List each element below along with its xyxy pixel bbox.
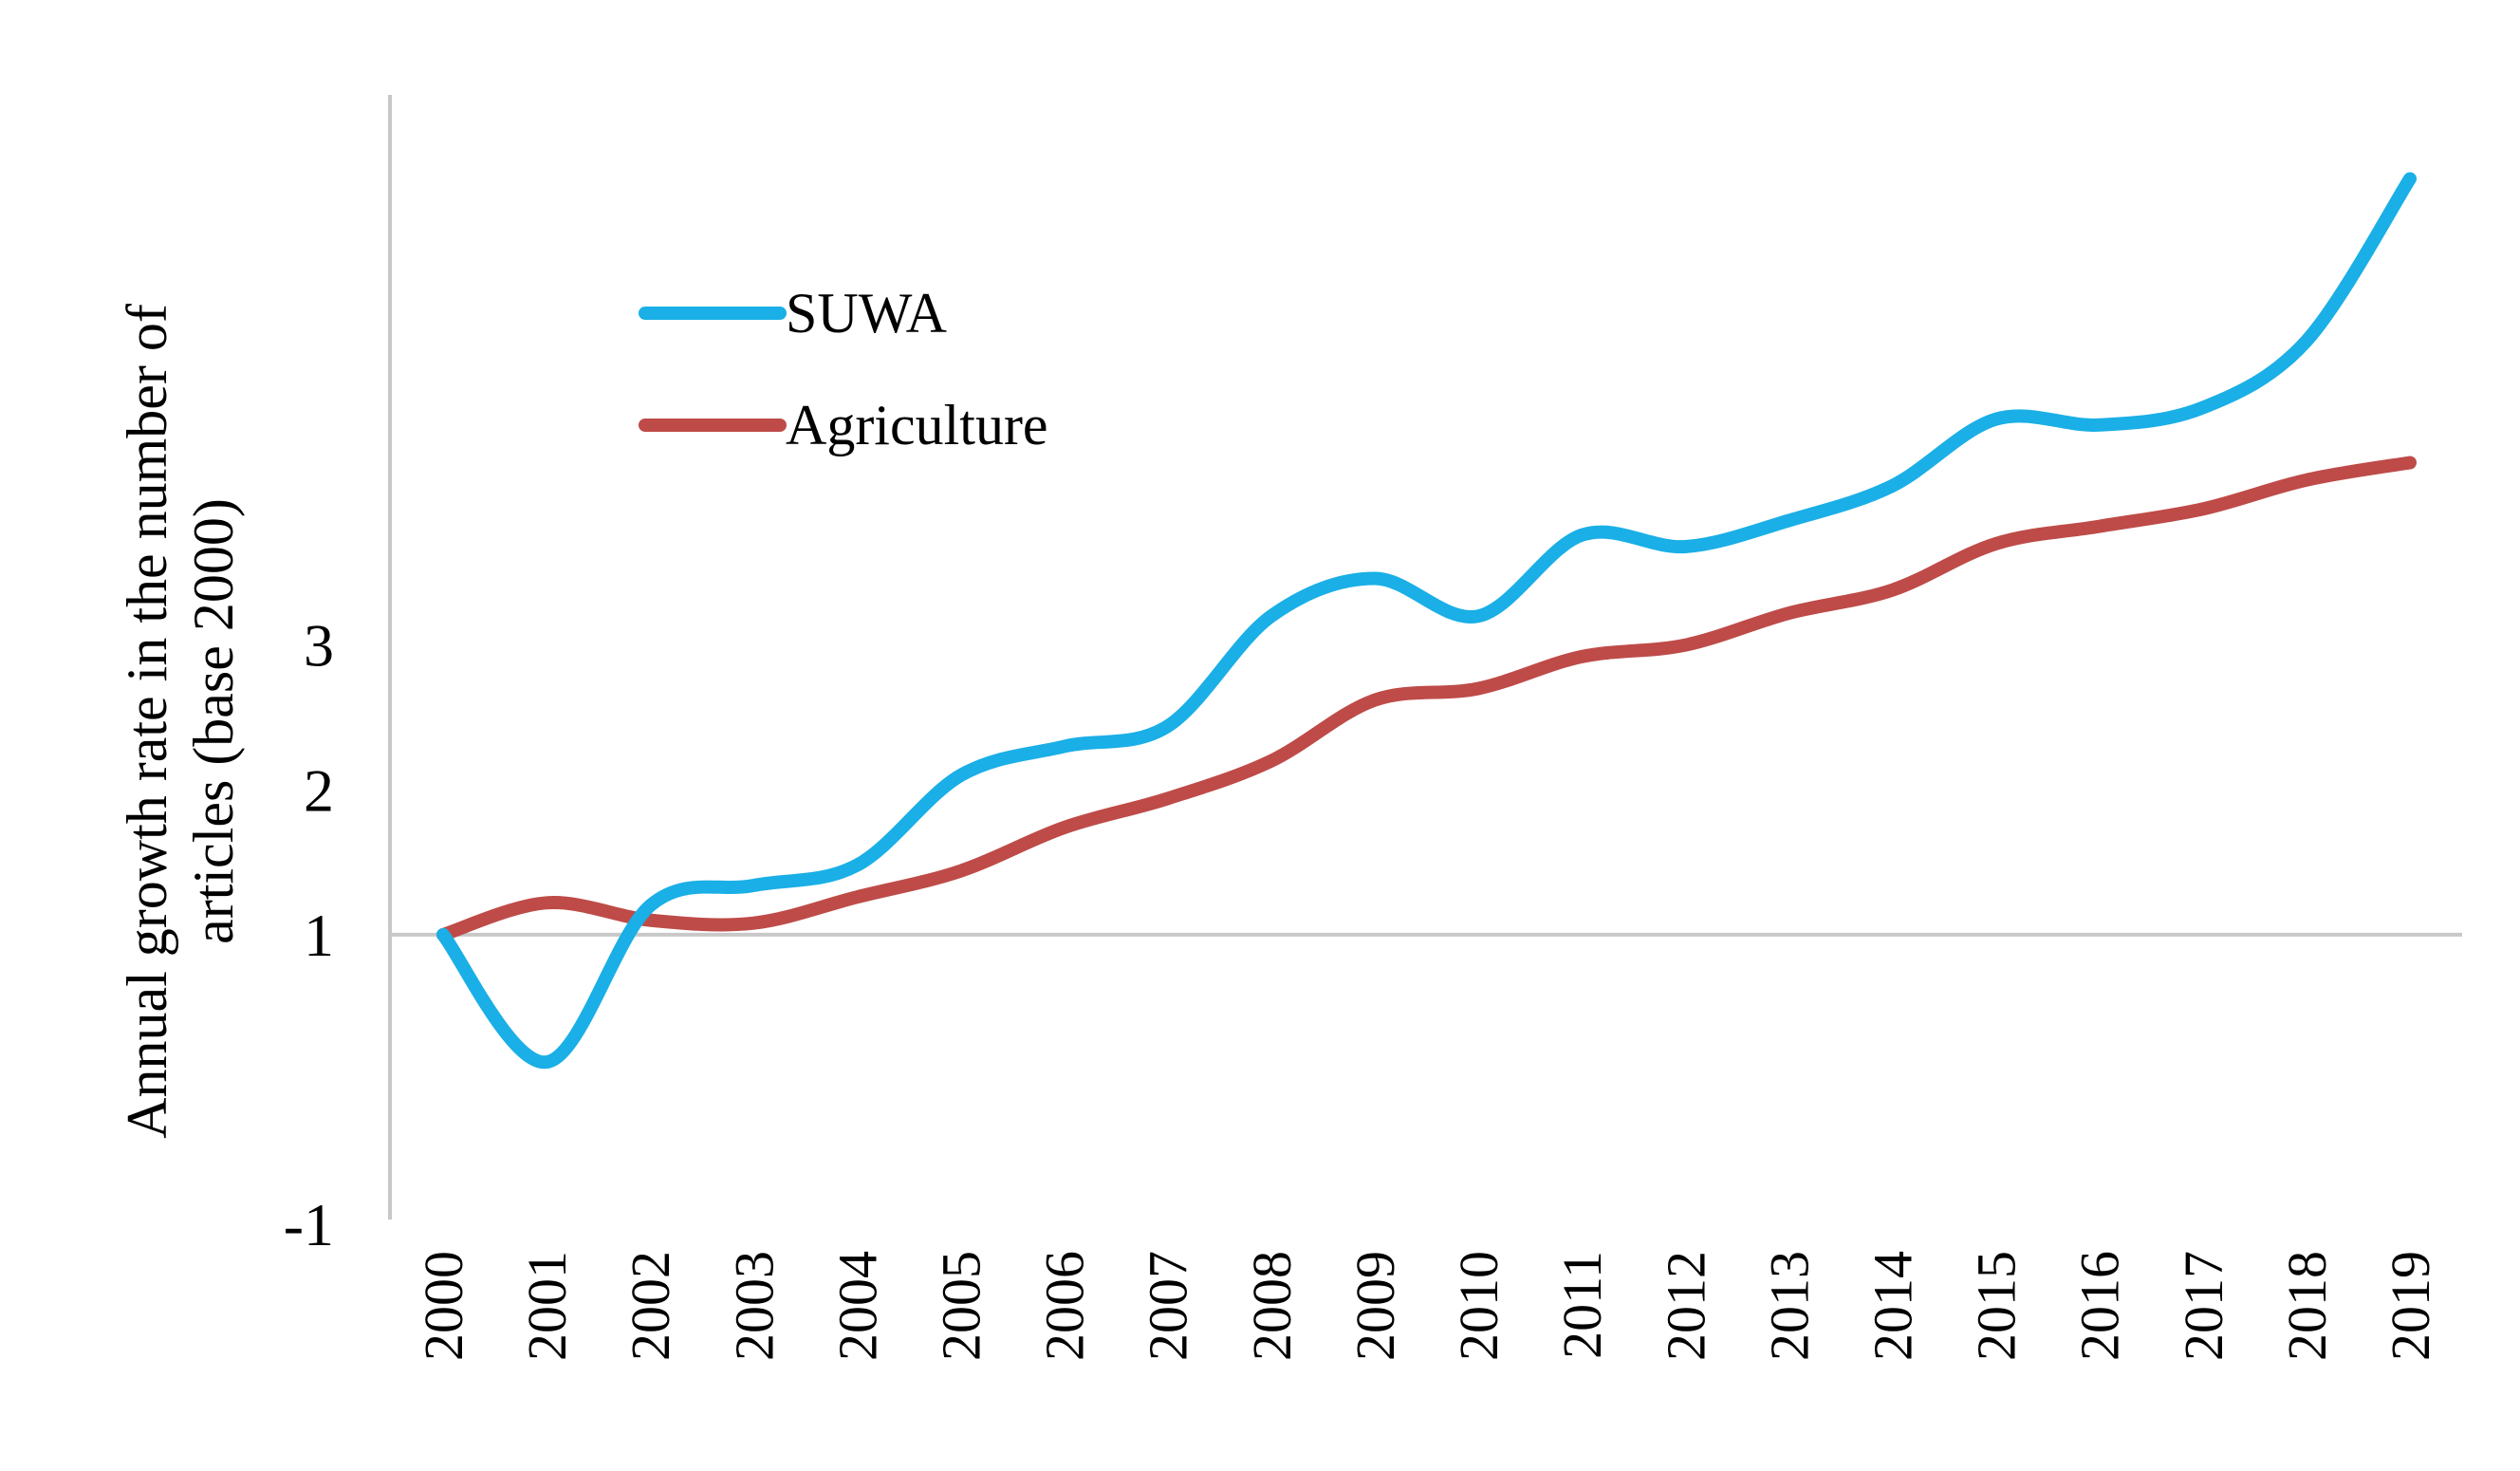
- x-tick-label: 2012: [1655, 1251, 1716, 1361]
- x-tick-label: 2005: [931, 1251, 992, 1361]
- y-tick-label: -1: [284, 1191, 334, 1258]
- series-line-suwa: [436, 172, 2417, 1070]
- x-tick-label: 2016: [2069, 1251, 2131, 1361]
- y-axis-title-line-2: articles (base 2000): [182, 498, 245, 944]
- x-tick-labels: 2000 2001 2002 2003 2004 2005 2006 2007 2008 2009…: [413, 1251, 2441, 1361]
- x-tick-label: 2015: [1966, 1251, 2028, 1361]
- x-tick-label: 2019: [2380, 1251, 2441, 1361]
- y-axis-title-line-1: Annual growth rate in the number of: [116, 304, 178, 1139]
- x-tick-label: 2004: [826, 1251, 888, 1361]
- series-line-agriculture: [436, 456, 2417, 941]
- y-tick-label: 1: [304, 902, 334, 969]
- x-tick-label: 2008: [1241, 1251, 1303, 1361]
- legend-label-agriculture: Agriculture: [786, 394, 1048, 456]
- x-tick-label: 2014: [1862, 1251, 1923, 1361]
- x-tick-label: 2000: [413, 1251, 474, 1361]
- x-tick-label: 2011: [1551, 1251, 1613, 1359]
- x-tick-label: 2018: [2276, 1251, 2338, 1361]
- x-tick-label: 2001: [516, 1251, 578, 1361]
- series-lines: [436, 172, 2417, 1070]
- y-tick-label: 2: [304, 756, 334, 824]
- x-tick-label: 2017: [2173, 1251, 2234, 1361]
- x-tick-label: 2003: [723, 1251, 785, 1361]
- legend-label-suwa: SUWA: [786, 282, 947, 344]
- x-tick-label: 2002: [620, 1251, 681, 1361]
- x-tick-label: 2009: [1344, 1251, 1406, 1361]
- legend: SUWA Agriculture: [639, 282, 1048, 456]
- x-tick-label: 2010: [1448, 1251, 1510, 1361]
- y-tick-label: 3: [304, 612, 334, 680]
- x-tick-label: 2006: [1034, 1251, 1096, 1361]
- y-tick-labels: -1 1 2 3: [284, 612, 334, 1258]
- x-tick-label: 2013: [1758, 1251, 1820, 1361]
- x-tick-label: 2007: [1138, 1251, 1199, 1361]
